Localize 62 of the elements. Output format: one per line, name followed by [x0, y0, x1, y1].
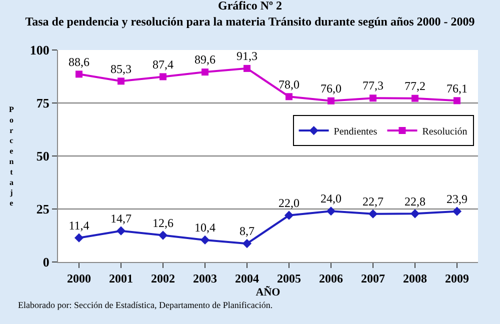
data-label: 22,7: [362, 194, 384, 209]
point: [454, 97, 460, 104]
y-tick-label: 25: [36, 202, 50, 217]
data-label: 78,0: [278, 77, 300, 92]
y-tick-label: 75: [36, 96, 50, 111]
point: [158, 230, 168, 240]
text: Elaborado por: Sección de Estadística, Departamento de Planificación.: [18, 300, 273, 310]
point: [118, 78, 124, 85]
data-label: 10,4: [194, 220, 216, 235]
legend-label: Resolución: [422, 126, 468, 138]
y-tick-label: 100: [30, 42, 50, 58]
chart-title: Gráfico Nº 2: [218, 0, 282, 13]
data-label: 77,3: [362, 78, 384, 93]
data-label: 77,2: [404, 78, 426, 93]
point: [326, 206, 336, 216]
point: [284, 210, 294, 220]
chart-subtitle: Tasa de pendencia y resolución para la materia Tránsito durante según años 2000 - 2009: [25, 14, 475, 28]
point: [452, 206, 462, 216]
x-tick-label: 2002: [151, 271, 175, 286]
data-label: 22,0: [278, 196, 300, 210]
data-label: 22,8: [404, 194, 426, 208]
point: [160, 73, 166, 80]
data-label: 11,4: [68, 218, 90, 232]
data-label: 87,4: [152, 57, 174, 72]
x-tick-label: 2001: [109, 271, 133, 286]
text: Porcentaje: [9, 105, 14, 208]
data-label: 88,6: [68, 54, 90, 69]
y-tick-label: 0: [42, 254, 50, 270]
point: [412, 94, 418, 102]
point: [328, 97, 334, 104]
data-label: 89,6: [194, 52, 216, 67]
point: [410, 209, 420, 218]
x-tick-label: 2004: [235, 271, 259, 286]
data-label: 24,0: [320, 192, 342, 206]
point: [368, 209, 378, 218]
x-tick-label: 2008: [403, 271, 427, 286]
data-label: 23,9: [446, 192, 468, 206]
data-label: 85,3: [110, 62, 132, 76]
data-label: 76,1: [446, 81, 468, 96]
point: [202, 68, 208, 76]
x-tick-label: 2003: [193, 271, 217, 286]
point: [200, 235, 210, 244]
x-tick-label: 2007: [361, 271, 385, 286]
point: [116, 226, 126, 236]
point: [242, 239, 252, 248]
data-label: 91,3: [236, 49, 258, 64]
x-tick-label: 2009: [445, 271, 469, 286]
x-axis-title: AÑO: [256, 285, 281, 298]
point: [370, 94, 376, 102]
x-tick-label: 2006: [319, 271, 343, 286]
point: [286, 93, 292, 100]
data-label: 12,6: [152, 216, 174, 230]
point: [244, 64, 250, 72]
data-label: 8,7: [240, 224, 254, 238]
y-tick-label: 50: [36, 148, 50, 164]
point: [76, 70, 82, 78]
point: [74, 233, 84, 242]
data-label: 14,7: [110, 211, 132, 226]
legend-label: Pendientes: [334, 126, 378, 138]
x-tick-label: 2005: [277, 271, 301, 286]
data-label: 76,0: [320, 82, 342, 96]
x-tick-label: 2000: [67, 271, 91, 286]
